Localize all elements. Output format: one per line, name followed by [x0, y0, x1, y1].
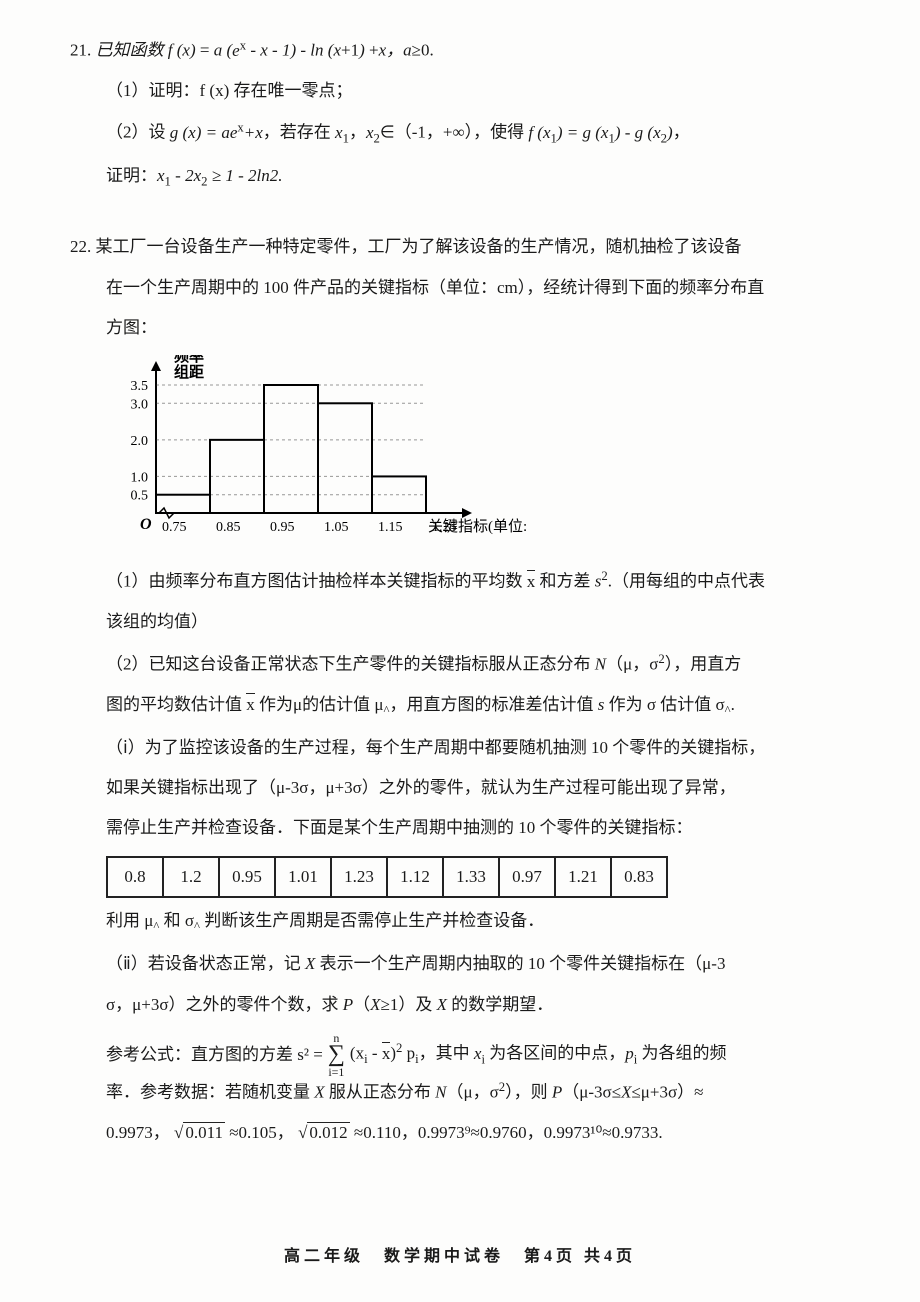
ref-b3: ≈0.105，	[229, 1123, 294, 1142]
svg-text:0.5: 0.5	[131, 489, 149, 504]
q22-after-table: 利用 μ^ 和 σ^ 判断该生产周期是否需停止生产并检查设备．	[70, 908, 860, 937]
q22-pii-b: σ，μ+3σ）之外的零件个数，求 P（X≥1）及 X 的数学期望．	[70, 992, 860, 1018]
q21-number: 21.	[70, 41, 91, 60]
svg-text:1.15: 1.15	[378, 520, 403, 535]
q22-pi-c: 需停止生产并检查设备．下面是某个生产周期中抽测的 10 个零件的关键指标：	[70, 815, 860, 841]
svg-text:0.95: 0.95	[270, 520, 295, 535]
svg-text:关键指标(单位:cm): 关键指标(单位:cm)	[428, 518, 526, 535]
q21-part2b: 证明：x1 - 2x2 ≥ 1 - 2ln2.	[70, 163, 860, 192]
sqrt-2: √0.012	[298, 1122, 350, 1142]
table-cell: 0.8	[107, 857, 163, 897]
q21-part2a: （2）设 g (x) = aex+x，若存在 x1，x2∈（-1，+∞），使得 …	[70, 118, 860, 149]
formula-line: 参考公式：直方图的方差 s² = n ∑ i=1 (xi - x)2 pi，其中…	[70, 1032, 860, 1078]
ref-b1: 0.9973，	[106, 1123, 170, 1142]
q22-stem-3: 方图：	[70, 315, 860, 341]
sample-data-table: 0.81.20.951.011.231.121.330.971.210.83	[106, 856, 668, 898]
ref-a: 率．参考数据：若随机变量 X 服从正态分布 N（μ，σ2），则 P（μ-3σ≤X…	[70, 1078, 860, 1106]
table-cell: 1.01	[275, 857, 331, 897]
summation-symbol: n ∑ i=1	[328, 1032, 345, 1078]
q21-part1: （1）证明：f (x) 存在唯一零点；	[70, 78, 860, 104]
table-cell: 1.23	[331, 857, 387, 897]
table-cell: 1.33	[443, 857, 499, 897]
q21-stem-text: 已知函数 f (x) = a (ex - x - 1) - ln (x+1) +…	[96, 41, 434, 60]
q22-p2a: （2）已知这台设备正常状态下生产零件的关键指标服从正态分布 N（μ，σ2），用直…	[70, 650, 860, 678]
q21-stem: 21. 已知函数 f (x) = a (ex - x - 1) - ln (x+…	[70, 36, 860, 64]
table-row: 0.81.20.951.011.231.121.330.971.210.83	[107, 857, 667, 897]
svg-text:O: O	[140, 516, 152, 533]
svg-text:频率: 频率	[174, 355, 204, 365]
q22-pi-b: 如果关键指标出现了（μ-3σ，μ+3σ）之外的零件，就认为生产过程可能出现了异常…	[70, 775, 860, 801]
svg-text:0.75: 0.75	[162, 520, 187, 535]
q22-p2b: 图的平均数估计值 x 作为μ的估计值 μ^，用直方图的标准差估计值 s 作为 σ…	[70, 692, 860, 721]
table-cell: 0.83	[611, 857, 667, 897]
ref-b5: ≈0.110，0.9973⁹≈0.9760，0.9973¹⁰≈0.9733.	[354, 1123, 663, 1142]
ref-b: 0.9973， √0.011 ≈0.105， √0.012 ≈0.110，0.9…	[70, 1120, 860, 1146]
svg-text:3.5: 3.5	[131, 379, 149, 394]
table-cell: 1.2	[163, 857, 219, 897]
page-footer: 高二年级 数学期中试卷 第4页 共4页	[0, 1245, 920, 1270]
q22-pi-a: （ⅰ）为了监控该设备的生产过程，每个生产周期中都要随机抽测 10 个零件的关键指…	[70, 735, 860, 761]
q22-stem-1: 22. 某工厂一台设备生产一种特定零件，工厂为了解该设备的生产情况，随机抽检了该…	[70, 234, 860, 260]
svg-text:0.85: 0.85	[216, 520, 241, 535]
formula-lead: 参考公式：直方图的方差 s² =	[106, 1042, 323, 1068]
svg-text:3.0: 3.0	[131, 398, 149, 413]
table-cell: 0.97	[499, 857, 555, 897]
formula-mid: (xi - x)2 pi，其中 xi 为各区间的中点，pi 为各组的频	[350, 1039, 727, 1070]
q22-stem-2: 在一个生产周期中的 100 件产品的关键指标（单位：cm），经统计得到下面的频率…	[70, 275, 860, 301]
q22-number: 22.	[70, 237, 91, 256]
table-cell: 1.21	[555, 857, 611, 897]
histogram-svg: 频率组距0.51.02.03.03.50.750.850.951.051.151…	[106, 355, 526, 555]
svg-text:组距: 组距	[174, 363, 204, 381]
svg-text:1.05: 1.05	[324, 520, 349, 535]
table-cell: 1.12	[387, 857, 443, 897]
q22-pii-a: （ⅱ）若设备状态正常，记 X 表示一个生产周期内抽取的 10 个零件关键指标在（…	[70, 951, 860, 977]
table-cell: 0.95	[219, 857, 275, 897]
q22-p1a: （1）由频率分布直方图估计抽检样本关键指标的平均数 x 和方差 s2.（用每组的…	[70, 567, 860, 595]
histogram-chart: 频率组距0.51.02.03.03.50.750.850.951.051.151…	[106, 355, 526, 555]
sqrt-1: √0.011	[174, 1122, 225, 1142]
q22-p1b: 该组的均值）	[70, 609, 860, 635]
svg-text:2.0: 2.0	[131, 434, 149, 449]
svg-text:1.0: 1.0	[131, 471, 149, 486]
